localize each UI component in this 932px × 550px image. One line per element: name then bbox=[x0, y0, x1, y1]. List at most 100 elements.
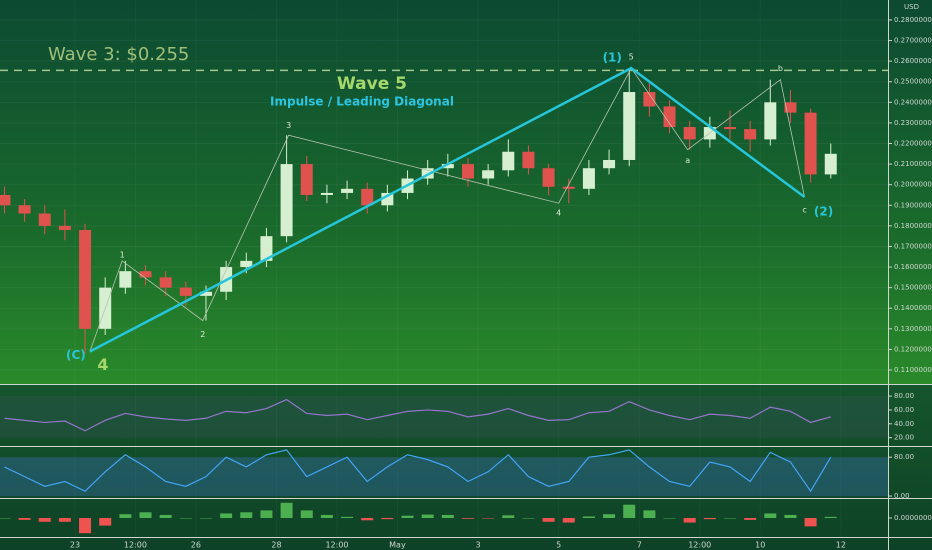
candle-body bbox=[723, 127, 736, 130]
macd-bar bbox=[240, 512, 253, 518]
wave-label: (1) bbox=[603, 51, 622, 65]
wave-label: a bbox=[685, 156, 690, 165]
candle-body bbox=[502, 151, 515, 171]
minor-wave bbox=[89, 67, 805, 352]
x-tick-label: 28 bbox=[271, 541, 281, 550]
candle-body bbox=[603, 159, 616, 169]
macd-bar bbox=[220, 513, 233, 518]
x-tick-label: 26 bbox=[191, 541, 201, 550]
wave-label: 1 bbox=[120, 250, 125, 259]
candle-body bbox=[663, 106, 676, 128]
wave-label: (C) bbox=[66, 348, 86, 362]
wave-label: 2 bbox=[200, 330, 205, 339]
y-tick-label: 40.00 bbox=[894, 420, 914, 428]
macd-bar bbox=[0, 518, 11, 519]
candle-body bbox=[300, 164, 313, 195]
macd-bar bbox=[784, 514, 797, 518]
macd-bar bbox=[663, 518, 676, 519]
macd-bar bbox=[79, 518, 92, 534]
indicator-area bbox=[0, 384, 932, 550]
macd-bar bbox=[381, 518, 394, 520]
macd-bar bbox=[441, 514, 454, 518]
x-tick-label: 7 bbox=[637, 541, 642, 550]
macd-bar bbox=[320, 514, 333, 518]
candle-body bbox=[361, 188, 374, 206]
candle-body bbox=[542, 168, 555, 187]
wave-label: 5 bbox=[629, 53, 634, 62]
x-tick-label: 5 bbox=[556, 541, 561, 550]
macd-bar bbox=[723, 518, 736, 519]
annotation: Impulse / Leading Diagonal bbox=[270, 95, 454, 109]
y-tick-label: 0.00000000 bbox=[894, 514, 932, 522]
macd-bar bbox=[703, 518, 716, 520]
candle-body bbox=[824, 153, 837, 175]
macd-bar bbox=[421, 514, 434, 518]
unit-label: USD bbox=[904, 3, 919, 11]
candle-body bbox=[683, 127, 696, 140]
macd-bar bbox=[159, 514, 172, 518]
candle-body bbox=[744, 129, 757, 140]
y-tick-label: 0.11000000 bbox=[894, 366, 932, 374]
candle-body bbox=[320, 192, 333, 195]
candle-body bbox=[119, 271, 132, 288]
macd-bar bbox=[804, 518, 817, 527]
macd-bar bbox=[99, 518, 112, 526]
candle-body bbox=[179, 287, 192, 296]
candle-body bbox=[482, 170, 495, 179]
wave-label: 4 bbox=[556, 209, 561, 218]
candle-body bbox=[341, 188, 354, 193]
macd-bar bbox=[38, 518, 51, 522]
x-tick-label: 12:00 bbox=[124, 541, 147, 550]
wave-label: 3 bbox=[286, 121, 291, 130]
x-tick-label: 3 bbox=[476, 541, 481, 550]
y-tick-label: 20.00 bbox=[894, 434, 914, 442]
macd-bar bbox=[683, 518, 696, 523]
x-tick-label: 12:00 bbox=[688, 541, 711, 550]
primary-wave bbox=[89, 66, 806, 353]
x-tick-label: May bbox=[389, 541, 406, 550]
macd-bar bbox=[401, 515, 414, 518]
macd-bar bbox=[764, 513, 777, 518]
macd-bar bbox=[522, 518, 535, 519]
macd-bar bbox=[582, 516, 595, 518]
candle-body bbox=[643, 92, 656, 107]
macd-bar bbox=[603, 514, 616, 518]
macd-bar bbox=[18, 518, 31, 520]
stoch-line bbox=[4, 449, 832, 493]
macd-bar bbox=[542, 518, 555, 522]
macd-bar bbox=[361, 518, 374, 521]
x-tick-label: 23 bbox=[70, 541, 80, 550]
candle-body bbox=[461, 164, 474, 179]
macd-bar bbox=[260, 510, 273, 518]
y-tick-label: 80.00 bbox=[894, 453, 914, 461]
wave-label: c bbox=[802, 206, 806, 215]
candle-body bbox=[784, 102, 797, 113]
candle-body bbox=[522, 151, 535, 169]
macd-bar bbox=[461, 518, 474, 519]
macd-bar bbox=[139, 512, 152, 518]
subtitle: Wave 5 bbox=[337, 74, 407, 94]
candle-body bbox=[441, 164, 454, 169]
wave-label: 4 bbox=[97, 355, 108, 374]
candle-body bbox=[260, 236, 273, 261]
macd-bar bbox=[502, 515, 515, 518]
macd-bar bbox=[300, 510, 313, 518]
macd-bar bbox=[341, 516, 354, 518]
x-tick-label: 12:00 bbox=[325, 541, 348, 550]
wave-label: b bbox=[778, 64, 783, 73]
